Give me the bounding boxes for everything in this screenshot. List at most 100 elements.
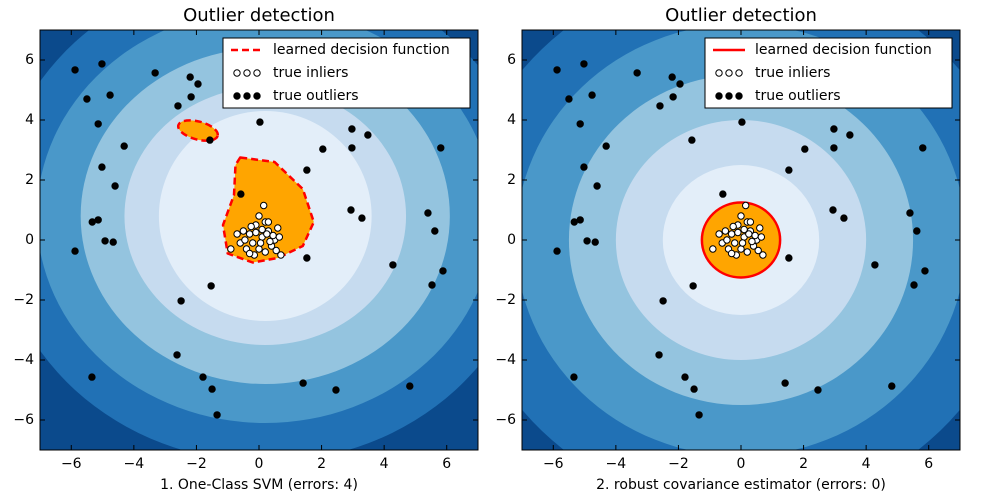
y-tick-label: 4	[507, 112, 516, 128]
legend-marker	[735, 69, 743, 77]
x-tick-label: 4	[380, 456, 389, 472]
legend-marker	[233, 92, 241, 100]
inlier-point	[252, 228, 260, 237]
outlier-point	[676, 80, 684, 88]
outlier-point	[830, 144, 838, 152]
inlier-point	[272, 246, 280, 255]
outlier-point	[303, 254, 311, 262]
outlier-point	[570, 218, 578, 226]
y-tick-label: 2	[507, 172, 516, 188]
inlier-point	[227, 245, 235, 253]
y-tick-label: 2	[25, 172, 34, 188]
outlier-point	[319, 145, 327, 153]
y-tick-label: 4	[25, 112, 34, 128]
inlier-point	[255, 245, 263, 253]
outlier-point	[659, 297, 667, 305]
outlier-point	[106, 91, 114, 99]
legend-marker	[253, 92, 261, 100]
legend-marker	[243, 69, 251, 77]
inlier-point	[729, 222, 737, 231]
inlier-point	[759, 251, 767, 259]
inlier-point	[738, 239, 747, 247]
y-tick-label: 6	[507, 52, 516, 68]
outlier-point	[785, 166, 793, 174]
outlier-point	[98, 60, 106, 68]
x-tick-label: 0	[737, 456, 746, 472]
plot-area	[522, 30, 960, 450]
outlier-point	[553, 66, 561, 74]
outlier-point	[348, 144, 356, 152]
chart-title: Outlier detection	[665, 5, 817, 26]
outlier-point	[83, 95, 91, 103]
outlier-point	[174, 102, 182, 110]
outlier-point	[437, 144, 445, 152]
legend-label: true outliers	[273, 88, 359, 104]
inlier-point	[746, 218, 755, 226]
inlier-point	[715, 230, 723, 238]
y-tick-label: 0	[25, 232, 34, 248]
outlier-point	[389, 261, 397, 269]
x-axis-label: 1. One-Class SVM (errors: 4)	[160, 477, 358, 493]
inlier-point	[261, 248, 269, 256]
legend-label: true inliers	[273, 65, 348, 81]
decision-region	[221, 156, 316, 264]
outlier-point	[565, 95, 573, 103]
outlier-point	[588, 91, 596, 99]
inlier-point	[274, 224, 282, 232]
y-tick-label: −6	[495, 412, 516, 428]
legend-marker	[725, 69, 733, 77]
legend-marker	[735, 92, 743, 100]
y-tick-label: 0	[507, 232, 516, 248]
y-tick-label: −2	[495, 292, 516, 308]
x-tick-label: 6	[442, 456, 451, 472]
outlier-point	[299, 379, 307, 387]
outlier-point	[173, 351, 181, 359]
outlier-point	[583, 237, 591, 245]
outlier-point	[207, 282, 215, 290]
inlier-point	[275, 233, 284, 241]
inlier-point	[743, 248, 751, 256]
inlier-point	[737, 245, 745, 253]
outlier-point	[364, 131, 372, 139]
chart-title: Outlier detection	[183, 5, 335, 26]
x-tick-label: 0	[255, 456, 264, 472]
outlier-point	[580, 60, 588, 68]
x-tick-label: −4	[124, 456, 145, 472]
outlier-point	[213, 411, 221, 419]
outlier-point	[303, 166, 311, 174]
inlier-point	[264, 218, 273, 226]
inlier-point	[277, 251, 285, 259]
outlier-point	[177, 297, 185, 305]
inlier-point	[757, 233, 766, 241]
outlier-point	[553, 247, 561, 255]
outlier-point	[406, 382, 414, 390]
outlier-point	[655, 351, 663, 359]
y-tick-label: 6	[25, 52, 34, 68]
outlier-point	[689, 282, 697, 290]
x-tick-label: −6	[61, 456, 82, 472]
inlier-point	[245, 230, 254, 238]
inlier-point	[745, 230, 753, 238]
outlier-point	[921, 267, 929, 275]
outlier-point	[94, 216, 102, 224]
outlier-point	[111, 182, 119, 190]
x-tick-label: −2	[186, 456, 207, 472]
outlier-point	[98, 163, 106, 171]
outlier-point	[829, 206, 837, 214]
outlier-point	[688, 136, 696, 144]
legend-label: learned decision function	[273, 42, 450, 58]
x-tick-label: 4	[862, 456, 871, 472]
inlier-point	[266, 237, 274, 246]
outlier-point	[681, 373, 689, 381]
outlier-point	[830, 125, 838, 133]
inlier-point	[734, 228, 742, 237]
inlier-point	[751, 231, 759, 240]
inlier-point	[263, 230, 271, 238]
inlier-point	[249, 239, 257, 247]
outlier-point	[206, 136, 214, 144]
inlier-point	[723, 236, 731, 244]
outlier-point	[570, 373, 578, 381]
inlier-point	[731, 239, 739, 247]
